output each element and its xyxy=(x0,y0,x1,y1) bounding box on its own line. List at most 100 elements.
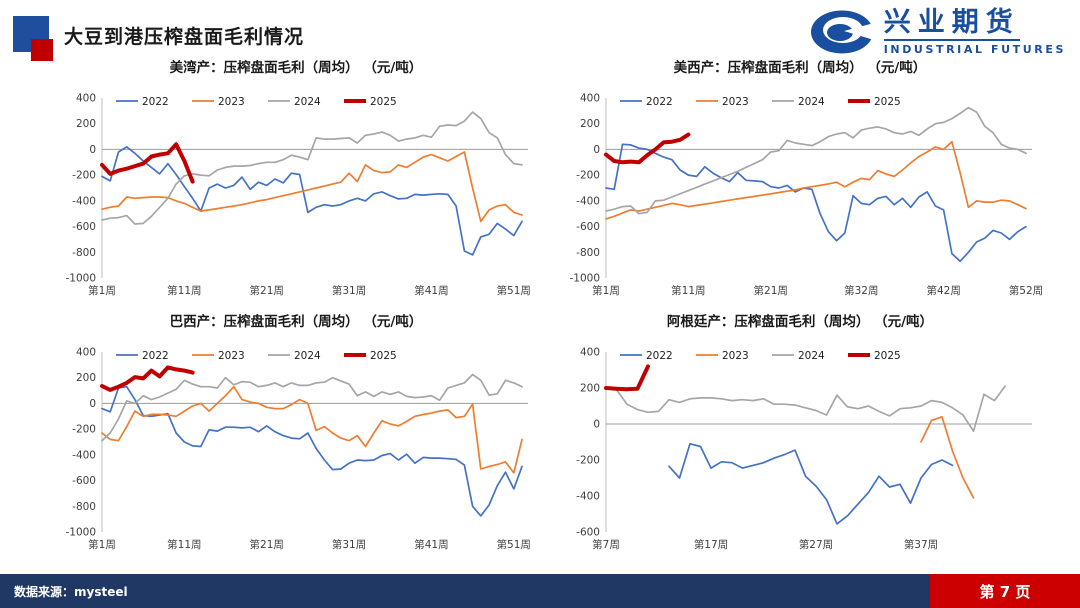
brazil-chart-title: 巴西产：压榨盘面毛利（周均） （元/吨） xyxy=(169,314,423,330)
legend-label-2023: 2023 xyxy=(218,350,245,362)
series-line-2025 xyxy=(604,364,650,392)
y-tick-label: -200 xyxy=(576,455,600,467)
y-tick-label: -600 xyxy=(576,527,600,539)
chart-us-gulf: 美湾产：压榨盘面毛利（周均） （元/吨） 400 200 0 -200 -400 -600 -… xyxy=(56,58,536,300)
x-tick-label: 第1周 xyxy=(592,284,620,297)
footer-bar: 数据来源：mysteel 第 7 页 xyxy=(0,574,1080,608)
series-line-2024 xyxy=(605,385,1006,433)
logo-chinese-name: 兴业期货 xyxy=(883,8,1020,41)
y-tick-label: 200 xyxy=(580,383,600,395)
x-tick-label: 第7周 xyxy=(592,538,620,551)
y-tick-label: 0 xyxy=(593,144,600,156)
y-tick-label: 0 xyxy=(89,398,96,410)
y-tick-label: 0 xyxy=(593,419,600,431)
x-tick-label: 第17周 xyxy=(694,538,728,551)
x-tick-label: 第41周 xyxy=(414,284,448,297)
x-tick-label: 第42周 xyxy=(926,284,960,297)
chart-us-west: 美西产：压榨盘面毛利（周均） （元/吨） 400 200 0 -200 -400 -600 -… xyxy=(560,58,1043,300)
x-tick-label: 第1周 xyxy=(88,538,116,551)
chart-argentina: 阿根廷产：压榨盘面毛利（周均） （元/吨） 400 200 0 -200 -400 -600… xyxy=(560,312,1040,554)
x-tick-label: 第37周 xyxy=(904,538,938,551)
industrial-futures-logo-icon xyxy=(810,10,874,54)
legend-label-2023: 2023 xyxy=(722,350,749,362)
logo-english-name: INDUSTRIAL FUTURES xyxy=(883,43,1066,56)
us-gulf-chart-title: 美湾产：压榨盘面毛利（周均） （元/吨） xyxy=(169,60,423,76)
legend-label-2022: 2022 xyxy=(142,96,169,108)
us-west-chart-title: 美西产：压榨盘面毛利（周均） （元/吨） xyxy=(673,60,927,76)
x-tick-label: 第51周 xyxy=(497,284,531,297)
y-tick-label: -600 xyxy=(72,475,96,487)
page-number-badge: 第 7 页 xyxy=(930,574,1080,608)
series-line-2025 xyxy=(100,142,195,184)
series-line-2024 xyxy=(101,373,523,442)
y-tick-label: -1000 xyxy=(569,273,600,285)
y-tick-label: -400 xyxy=(576,195,600,207)
x-tick-label: 第31周 xyxy=(332,284,366,297)
y-tick-label: -200 xyxy=(72,424,96,436)
series-line-2025 xyxy=(100,365,195,392)
legend-label-2024: 2024 xyxy=(294,350,321,362)
x-tick-label: 第21周 xyxy=(250,284,284,297)
y-tick-label: -200 xyxy=(576,170,600,182)
logo-text: 兴业期货 INDUSTRIAL FUTURES xyxy=(883,8,1066,56)
page-title: 大豆到港压榨盘面毛利情况 xyxy=(64,26,305,48)
y-tick-label: 200 xyxy=(76,372,96,384)
x-tick-label: 第21周 xyxy=(754,284,788,297)
y-tick-label: -800 xyxy=(576,247,600,259)
legend-label-2024: 2024 xyxy=(294,96,321,108)
legend-label-2022: 2022 xyxy=(142,350,169,362)
legend-label-2024: 2024 xyxy=(798,96,825,108)
x-tick-label: 第11周 xyxy=(671,284,705,297)
legend-label-2023: 2023 xyxy=(218,96,245,108)
y-tick-label: 400 xyxy=(76,93,96,105)
x-tick-label: 第41周 xyxy=(414,538,448,551)
argentina-chart-title: 阿根廷产：压榨盘面毛利（周均） （元/吨） xyxy=(666,314,934,330)
legend-label-2023: 2023 xyxy=(722,96,749,108)
series-line-2022 xyxy=(101,146,523,256)
y-tick-label: -800 xyxy=(72,247,96,259)
legend-label-2025: 2025 xyxy=(874,96,901,108)
series-line-2025 xyxy=(604,132,691,165)
legend-label-2025: 2025 xyxy=(874,350,901,362)
series-line-2023 xyxy=(101,385,523,474)
series-line-2022 xyxy=(605,143,1027,263)
series-line-2022 xyxy=(101,385,523,517)
x-tick-label: 第32周 xyxy=(844,284,878,297)
x-tick-label: 第1周 xyxy=(88,284,116,297)
x-tick-label: 第27周 xyxy=(799,538,833,551)
x-tick-label: 第11周 xyxy=(167,284,201,297)
company-logo: 兴业期货 INDUSTRIAL FUTURES xyxy=(810,8,1066,56)
x-tick-label: 第31周 xyxy=(332,538,366,551)
header-red-square-decoration xyxy=(31,39,53,61)
y-tick-label: -400 xyxy=(72,195,96,207)
chart-brazil: 巴西产：压榨盘面毛利（周均） （元/吨） 400 200 0 -200 -400 -600 -… xyxy=(56,312,536,554)
y-tick-label: 400 xyxy=(76,347,96,359)
y-tick-label: 200 xyxy=(76,118,96,130)
y-tick-label: -1000 xyxy=(65,527,96,539)
y-tick-label: -200 xyxy=(72,170,96,182)
legend-label-2022: 2022 xyxy=(646,96,673,108)
y-tick-label: 200 xyxy=(580,118,600,130)
y-tick-label: 0 xyxy=(89,144,96,156)
x-tick-label: 第11周 xyxy=(167,538,201,551)
y-tick-label: 400 xyxy=(580,347,600,359)
y-tick-label: -400 xyxy=(576,491,600,503)
y-tick-label: -800 xyxy=(72,501,96,513)
y-tick-label: -600 xyxy=(576,221,600,233)
legend-label-2022: 2022 xyxy=(646,350,673,362)
series-line-2023 xyxy=(101,151,523,223)
series-line-2022 xyxy=(668,442,954,525)
y-tick-label: -1000 xyxy=(65,273,96,285)
legend-label-2025: 2025 xyxy=(370,350,397,362)
series-line-2023 xyxy=(920,415,975,499)
y-tick-label: -400 xyxy=(72,449,96,461)
x-tick-label: 第52周 xyxy=(1009,284,1043,297)
x-tick-label: 第21周 xyxy=(250,538,284,551)
y-tick-label: -600 xyxy=(72,221,96,233)
series-line-2023 xyxy=(605,140,1027,220)
